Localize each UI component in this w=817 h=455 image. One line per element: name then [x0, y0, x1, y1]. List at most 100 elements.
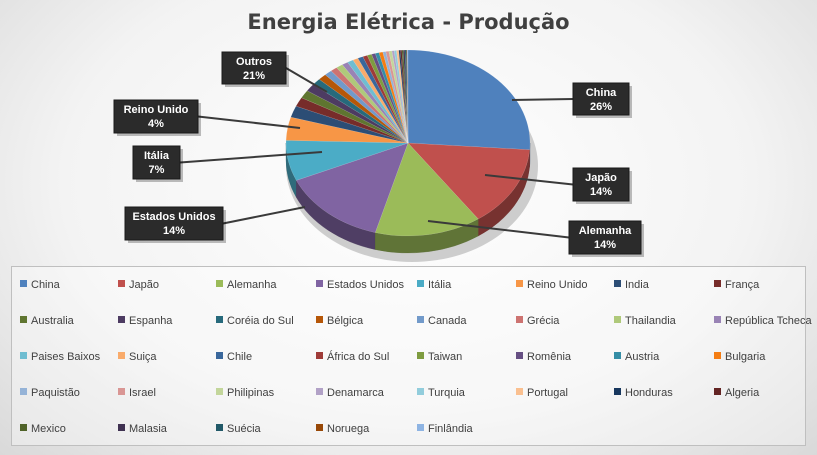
legend-item-canada: Canada: [417, 315, 467, 327]
legend-item-malasia: Malasia: [118, 423, 167, 435]
pie-slice-franca: [295, 97, 409, 144]
legend-item-austria: Austria: [614, 351, 659, 363]
legend-label: Suécia: [227, 423, 261, 435]
pie-slice-mexico: [401, 49, 409, 144]
pie-slice-denamarca: [391, 50, 409, 144]
leader-line-outros: [285, 67, 328, 93]
chart-title: Energia Elétrica - Produção: [247, 10, 570, 34]
legend-item-franca: França: [714, 279, 759, 291]
pie-slice-thailandia: [336, 64, 409, 144]
data-label-box-china: [572, 82, 630, 116]
legend-item-finlandia: Finlândia: [417, 423, 473, 435]
leader-line-japao: [484, 174, 574, 186]
legend: China Japão Alemanha Estados Unidos Itália Re…: [11, 266, 812, 446]
leader-line-italia: [179, 151, 323, 164]
legend-label: Reino Unido: [527, 279, 588, 291]
legend-label: Suiça: [129, 351, 157, 363]
pie-slice-paquistao: [382, 51, 409, 144]
legend-swatch: [516, 316, 523, 323]
pie-slice-austria: [374, 52, 409, 144]
legend-swatch: [316, 316, 323, 323]
pie-slice-israel: [385, 50, 409, 144]
legend-label: Malasia: [129, 423, 167, 435]
leader-line-alemanha: [427, 220, 570, 239]
data-label-box-japao: [572, 167, 630, 202]
legend-item-honduras: Honduras: [614, 387, 673, 399]
legend-item-australia: Australia: [20, 315, 74, 327]
leader-line-estados-unidos: [222, 206, 306, 225]
legend-item-noruega: Noruega: [316, 423, 369, 435]
legend-swatch: [417, 280, 424, 287]
pie-slice-honduras: [398, 49, 409, 144]
data-label-china-name: China: [586, 87, 617, 99]
legend-item-denamarca: Denamarca: [316, 387, 384, 399]
legend-swatch: [417, 316, 424, 323]
pie-slice-belgica: [318, 74, 409, 144]
data-label-italia-name: Itália: [144, 150, 170, 162]
data-label-japao-percent: 14%: [590, 186, 612, 198]
legend-swatch: [216, 424, 223, 431]
legend-swatch: [20, 316, 27, 323]
legend-label: Canada: [428, 315, 467, 327]
legend-item-republica-tcheca: República Tcheca: [714, 315, 812, 327]
legend-label: Espanha: [129, 315, 173, 327]
data-label-reino-unido-name: Reino Unido: [124, 104, 189, 116]
legend-label: Noruega: [327, 423, 370, 435]
legend-swatch: [714, 352, 721, 359]
data-label-alemanha-name: Alemanha: [579, 225, 632, 237]
legend-swatch: [417, 424, 424, 431]
data-label-reino-unido-percent: 4%: [148, 118, 164, 130]
pie-slice-philipinas: [388, 50, 409, 144]
legend-item-thailandia: Thailandia: [614, 315, 676, 327]
legend-swatch: [516, 352, 523, 359]
legend-label: Bulgaria: [725, 351, 766, 363]
pie-slice-noruega: [406, 49, 409, 144]
legend-swatch: [118, 316, 125, 323]
legend-swatch: [20, 280, 27, 287]
legend-item-suica: Suiça: [118, 351, 157, 363]
data-label-box-reino-unido: [113, 99, 199, 134]
legend-label: Paises Baixos: [31, 351, 101, 363]
legend-label: Turquia: [428, 387, 465, 399]
legend-item-china: China: [20, 279, 60, 291]
legend-label: Grécia: [527, 315, 560, 327]
legend-item-chile: Chile: [216, 351, 252, 363]
legend-item-alemanha: Alemanha: [216, 279, 277, 291]
legend-swatch: [118, 352, 125, 359]
pie-slice-bulgaria: [378, 51, 409, 144]
legend-swatch: [316, 424, 323, 431]
legend-swatch: [20, 352, 27, 359]
legend-item-algeria: Algeria: [714, 387, 759, 399]
legend-item-japao: Japão: [118, 279, 159, 291]
pie-slice-india: [290, 105, 409, 144]
legend-item-suecia: Suécia: [216, 423, 261, 435]
legend-swatch: [20, 424, 27, 431]
legend-swatch: [216, 316, 223, 323]
data-label-box-estados-unidos: [124, 206, 224, 241]
pie-slice-estados-unidos: [296, 142, 409, 233]
pie-slice-paises-baixos: [347, 59, 409, 144]
legend-swatch: [516, 388, 523, 395]
legend-swatch: [216, 280, 223, 287]
legend-item-portugal: Portugal: [516, 387, 568, 399]
legend-item-mexico: Mexico: [20, 423, 66, 435]
pie-slice-taiwan: [366, 54, 409, 144]
pie-slice-suica: [352, 57, 409, 144]
pie-slice-africa-do-sul: [362, 55, 409, 144]
legend-label: Thailandia: [625, 315, 676, 327]
pie-slice-italia: [285, 140, 409, 181]
legend-item-india: India: [614, 279, 649, 291]
legend-item-philipinas: Philipinas: [216, 387, 274, 399]
data-label-japao-name: Japão: [585, 172, 617, 184]
data-label-italia-percent: 7%: [149, 164, 165, 176]
legend-swatch: [118, 280, 125, 287]
legend-swatch: [417, 388, 424, 395]
leader-line-china: [511, 98, 574, 101]
legend-label: Romênia: [527, 351, 572, 363]
data-label-estados-unidos-name: Estados Unidos: [132, 211, 215, 223]
pie-slice-australia: [301, 90, 409, 144]
pie-slice-grecia: [330, 67, 409, 144]
legend-label: Algeria: [725, 387, 760, 399]
legend-item-taiwan: Taiwan: [417, 351, 462, 363]
legend-item-espanha: Espanha: [118, 315, 172, 327]
